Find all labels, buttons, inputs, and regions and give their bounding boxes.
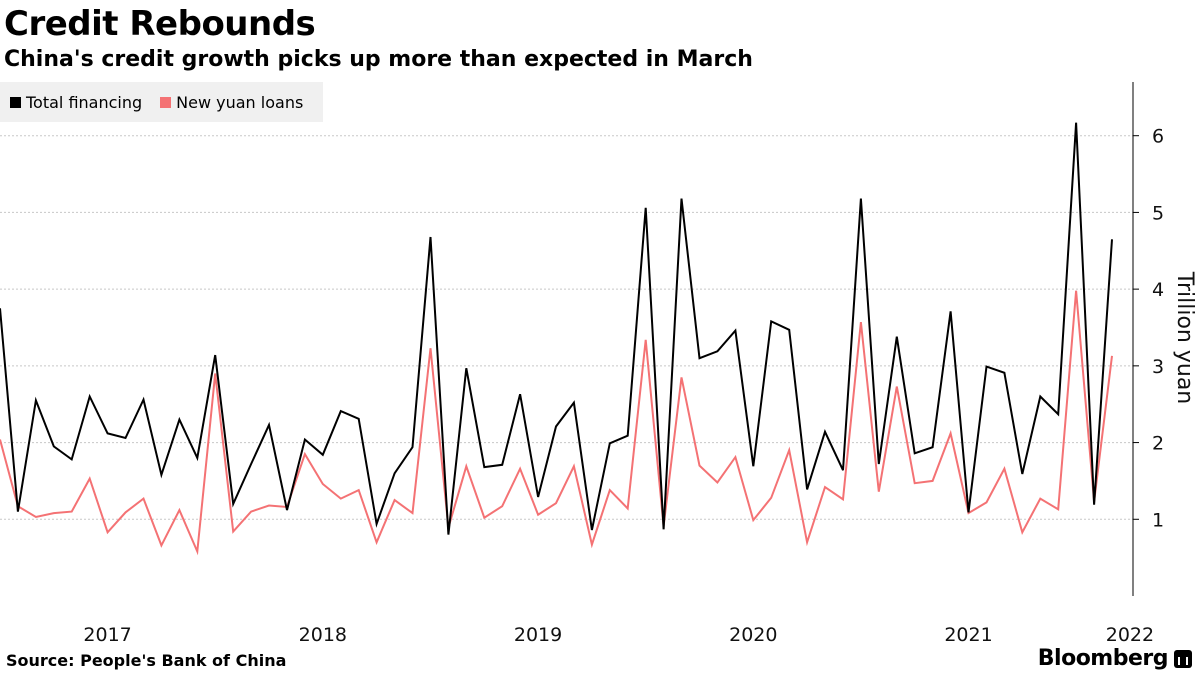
legend: Total financing New yuan loans — [0, 82, 323, 122]
brand-wordmark: Bloomberg — [1037, 646, 1169, 671]
y-tick-label: 2 — [1152, 433, 1164, 455]
legend-item-total-financing: Total financing — [10, 93, 142, 112]
x-tick-label-2018: 2018 — [299, 624, 347, 646]
legend-swatch-total-financing — [10, 96, 21, 108]
chart-title: Credit Rebounds — [4, 4, 316, 44]
x-tick-label-2019: 2019 — [514, 624, 562, 646]
bloomberg-terminal-icon — [1174, 649, 1192, 668]
x-tick-label-2021: 2021 — [944, 624, 992, 646]
chart-subtitle: China's credit growth picks up more than… — [4, 47, 753, 72]
axes: 1 2 3 4 5 6 2017 2018 2019 2020 2021 2022 — [83, 82, 1164, 646]
source-note: Source: People's Bank of China — [6, 651, 287, 670]
bloomberg-logo: Bloomberg — [1038, 646, 1192, 671]
series-line-new-yuan-loans — [0, 290, 1113, 556]
y-tick-label: 6 — [1152, 126, 1164, 148]
legend-label-new-yuan-loans: New yuan loans — [176, 92, 304, 112]
x-tick-label-2020: 2020 — [729, 624, 777, 646]
series-line-total-financing — [0, 122, 1113, 535]
x-tick-label-2017: 2017 — [83, 624, 131, 646]
legend-item-new-yuan-loans: New yuan loans — [160, 93, 303, 112]
y-tick-label: 1 — [1152, 509, 1164, 531]
x-tick-label-2022: 2022 — [1106, 624, 1154, 646]
legend-label-total-financing: Total financing — [26, 92, 143, 112]
legend-swatch-new-yuan-loans — [160, 96, 172, 108]
series-lines — [0, 122, 1113, 556]
y-tick-label: 3 — [1152, 356, 1164, 378]
y-tick-label: 5 — [1152, 202, 1164, 224]
y-tick-label: 4 — [1152, 279, 1164, 301]
y-axis-title: Trillion yuan — [1172, 271, 1197, 404]
